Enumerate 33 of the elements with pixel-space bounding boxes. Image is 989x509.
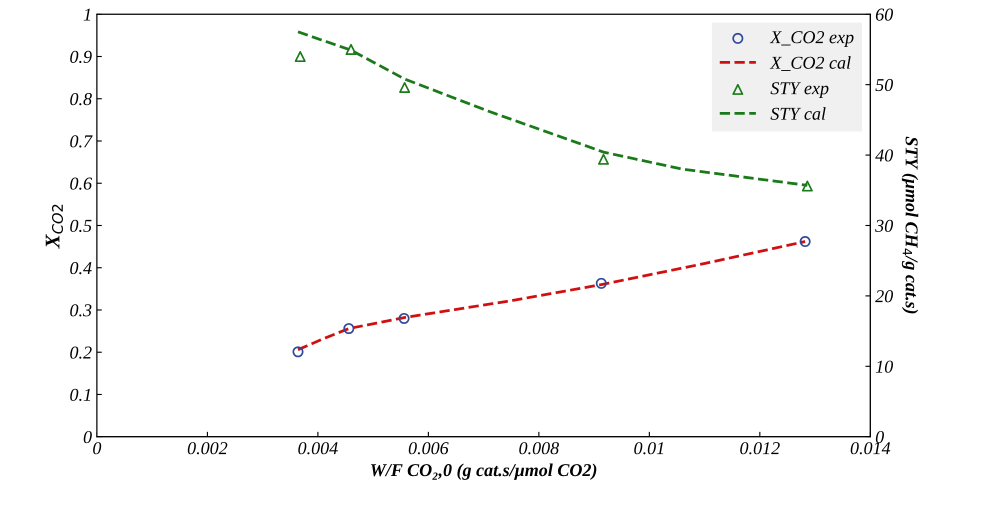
- y-tick-label: 0.3: [70, 304, 92, 316]
- legend-label: STY exp: [770, 82, 828, 98]
- y-tick-label: 0.5: [70, 220, 92, 232]
- legend-label: X_CO2 exp: [770, 31, 854, 47]
- x-tick-label: 0.008: [519, 442, 559, 454]
- y-tick-label: 0.8: [70, 93, 92, 106]
- y2-tick-label: 10: [876, 360, 894, 373]
- y2-tick-label: 40: [875, 149, 894, 162]
- y2-axis-title: STY (μmol CH$_{4}$/g cat.s): [902, 136, 918, 314]
- y-axis-title: X$_{CO2}$: [46, 204, 64, 249]
- y2-tick-label: 0: [876, 430, 884, 444]
- x-tick-label: 0.01: [634, 442, 664, 454]
- x-tick-label: 0.006: [408, 442, 449, 454]
- y-tick-label: 0.9: [70, 50, 92, 64]
- x-axis-title: W/F CO₂,0 (g cat.s/μmol CO2): [371, 464, 596, 480]
- x-tick-label: 0.012: [740, 442, 780, 454]
- x-tick-label: 0.014: [850, 442, 890, 454]
- x-tick-label: 0.004: [298, 442, 338, 454]
- y2-tick-label: 30: [875, 220, 894, 232]
- legend-label: STY cal: [770, 107, 826, 120]
- y2-tick-label: 50: [875, 78, 894, 92]
- y-tick-label: 0.6: [70, 177, 92, 190]
- y-tick-label: 0.1: [70, 388, 90, 401]
- y2-tick-label: 60: [876, 8, 894, 21]
- y2-tick-label: 20: [875, 290, 894, 302]
- y-tick-label: 0.7: [70, 135, 93, 148]
- y-tick-label: 0.4: [70, 262, 92, 274]
- x-tick-label: 0.002: [188, 442, 228, 454]
- x-tick-label: 0: [93, 442, 102, 454]
- y-tick-label: 0.2: [70, 346, 92, 359]
- y-tick-label: 1: [84, 8, 90, 21]
- y-tick-label: 0: [84, 430, 92, 444]
- legend-label: X_CO2 cal: [770, 56, 851, 71]
